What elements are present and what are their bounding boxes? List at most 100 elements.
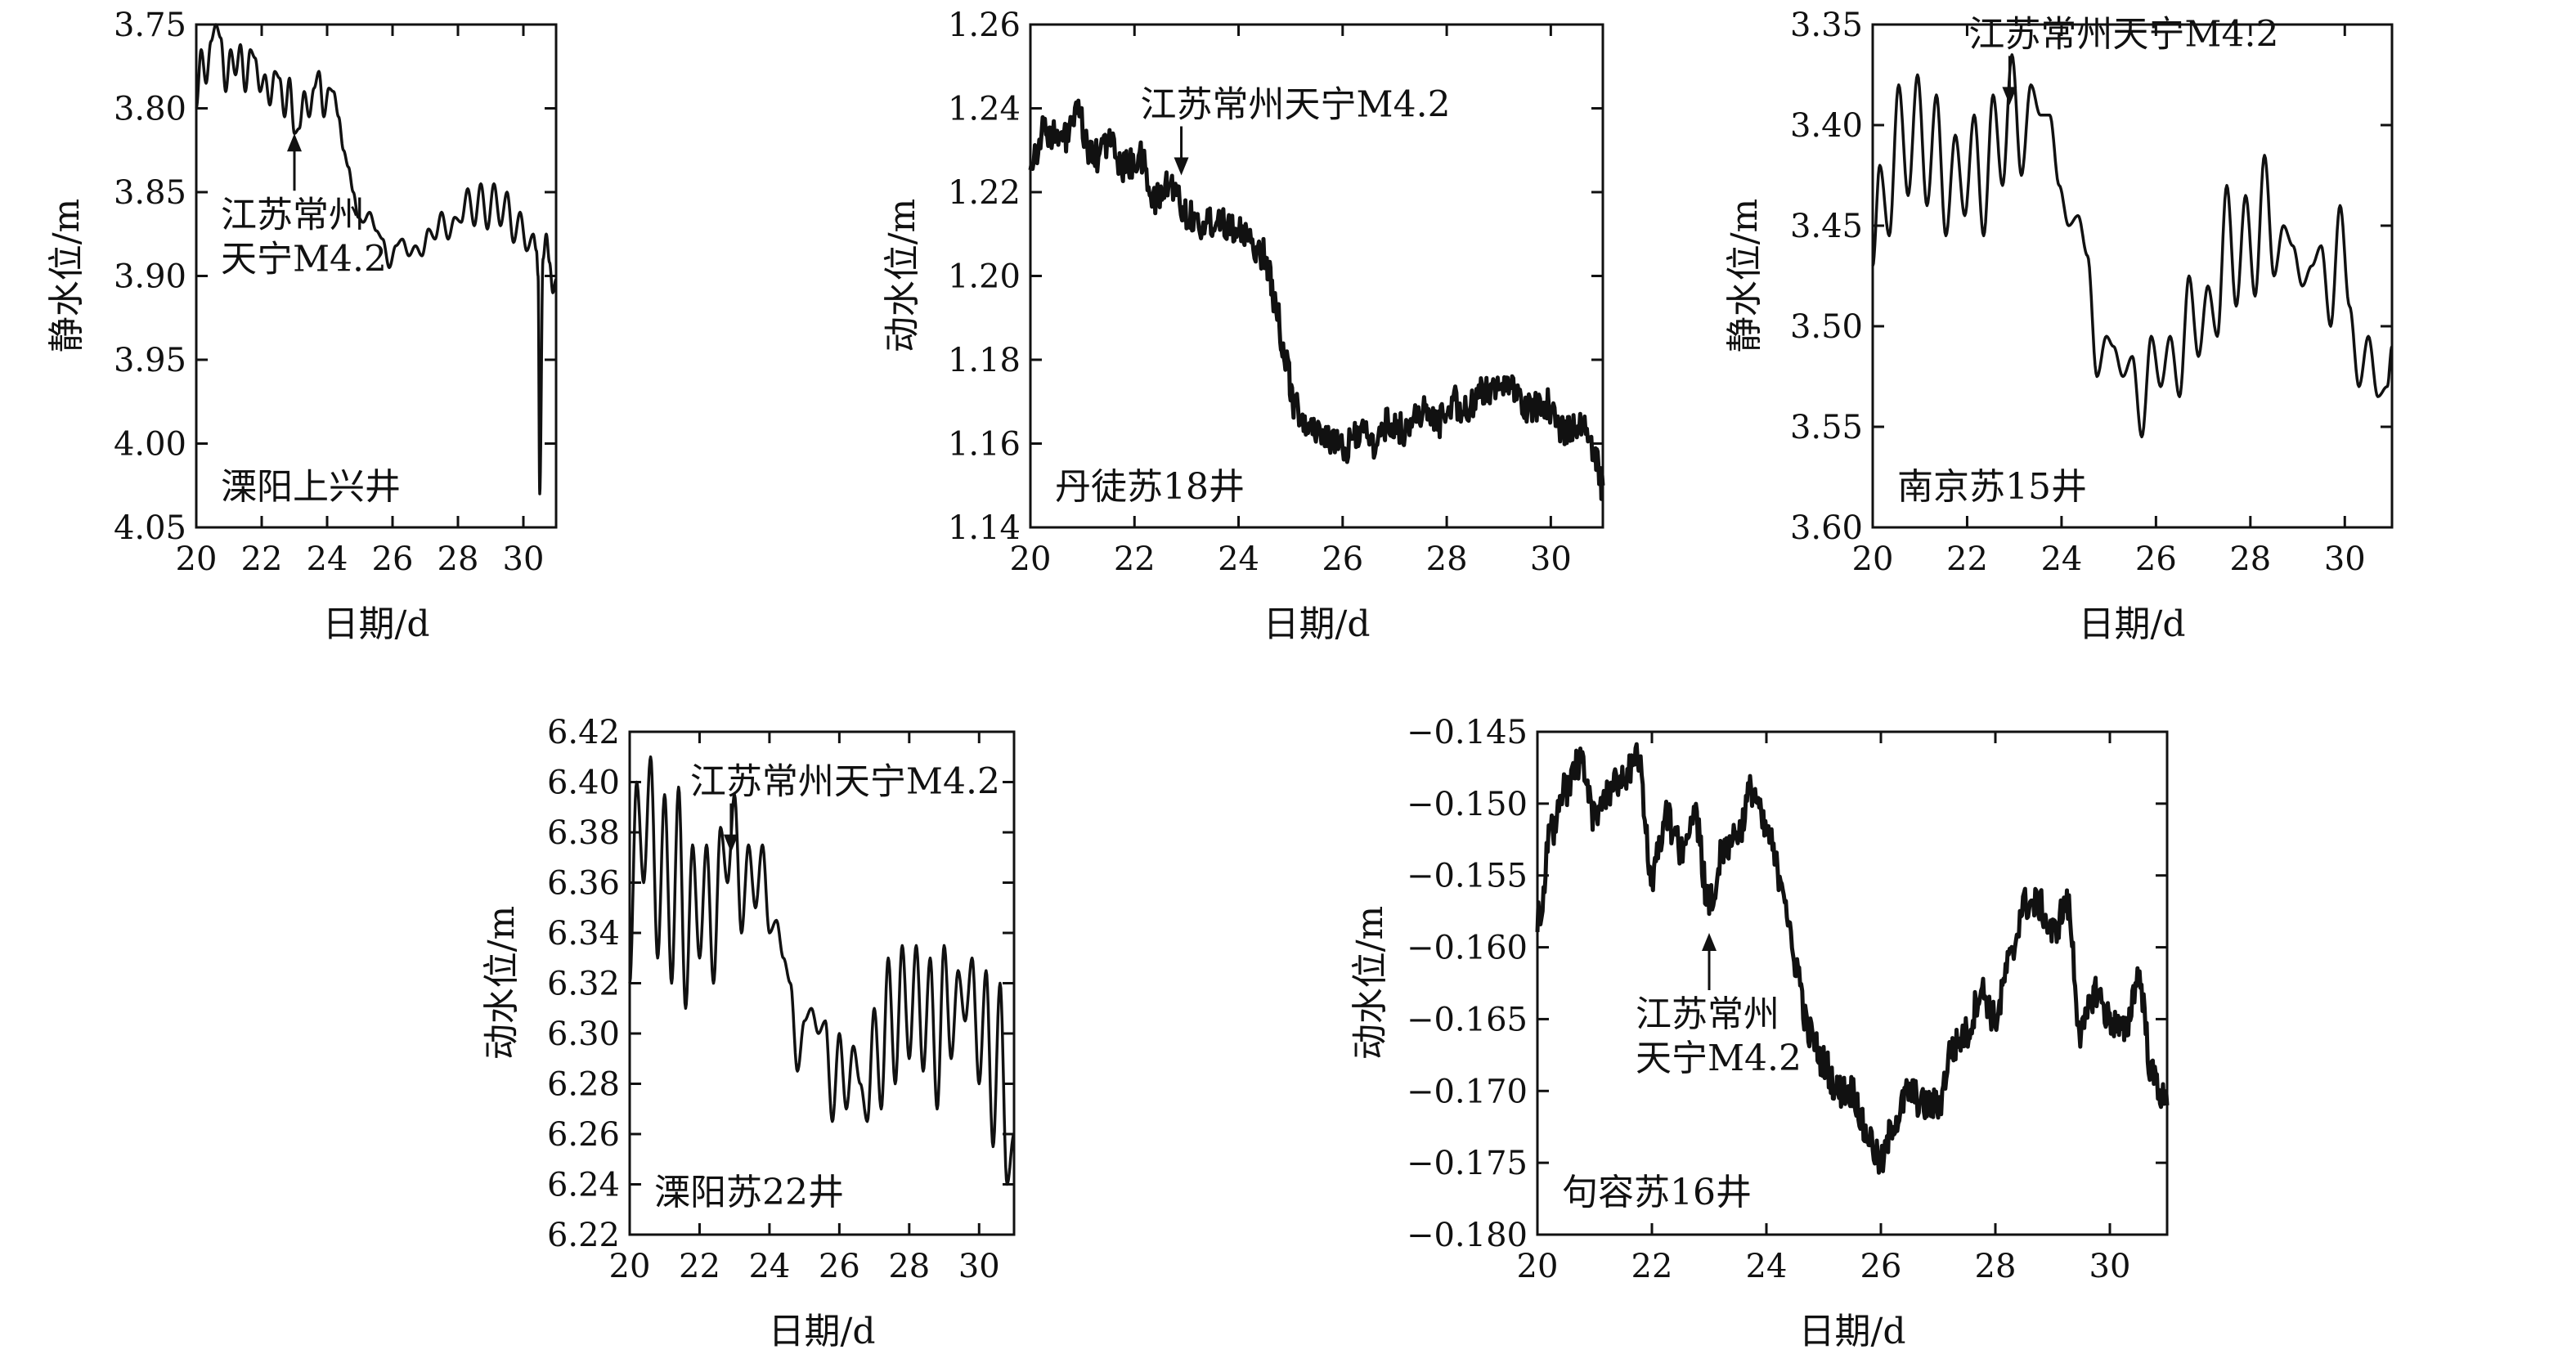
axis-y-ticks: 1.14 1.16 1.18 1.20 1.22 1.24 1.26 [948, 7, 1603, 547]
panel-e-y-label: 动水位/m [1349, 906, 1391, 1060]
series-group [195, 23, 558, 495]
x-tick-label: 26 [1860, 1248, 1902, 1285]
annotation-arrow-head [1174, 157, 1189, 176]
x-tick-label: 22 [1631, 1248, 1673, 1285]
y-tick-label: 6.22 [547, 1217, 620, 1254]
y-tick-label: 1.24 [948, 91, 1021, 128]
chart-panel-b: 1.14 1.16 1.18 1.20 1.22 1.24 1.26 20 22 24 26 28 3… [882, 7, 1605, 645]
axis-y-ticks: 6.22 6.24 6.26 6.28 6.30 6.32 6.34 6.36 6.38 6.40… [547, 714, 1014, 1254]
panel-a-well-name: 溧阳上兴井 [221, 466, 401, 508]
series-line [628, 755, 1016, 1186]
x-tick-label: 20 [609, 1248, 651, 1285]
x-tick-label: 28 [2229, 540, 2271, 578]
annotation-label: 江苏常州 [221, 194, 365, 235]
annotation-label: 江苏常州天宁M4.2 [690, 761, 1000, 803]
y-tick-label: 4.05 [114, 509, 186, 547]
annotation-group: 江苏常州天宁M4.2 [690, 761, 1000, 853]
x-tick-label: 24 [748, 1248, 790, 1285]
x-tick-label: 22 [1114, 540, 1156, 578]
y-tick-label: 3.40 [1790, 107, 1863, 145]
axis-y-ticks: 3.75 3.80 3.85 3.90 3.95 4.00 4.05 [114, 7, 556, 547]
annotation-label: 江苏常州天宁M4.2 [1968, 13, 2278, 55]
panel-c-y-label: 静水位/m [1724, 199, 1766, 353]
x-tick-label: 24 [307, 540, 348, 578]
series-line [1871, 53, 2394, 439]
x-tick-label: 28 [1975, 1248, 2017, 1285]
y-tick-label: 3.35 [1790, 7, 1863, 44]
panel-c-x-label: 日期/d [2079, 603, 2186, 645]
annotation-arrow-head [1702, 933, 1717, 951]
y-tick-label: 3.60 [1790, 509, 1863, 547]
y-tick-label: 3.75 [114, 7, 186, 44]
x-tick-label: 24 [2040, 540, 2082, 578]
y-tick-label: 1.20 [948, 258, 1021, 296]
annotation-arrow-head [723, 834, 738, 853]
x-tick-label: 28 [438, 540, 479, 578]
y-tick-label: −0.180 [1407, 1217, 1528, 1254]
annotation-group: 江苏常州天宁M4.2 [1636, 933, 1802, 1079]
y-tick-label: 4.00 [114, 426, 186, 464]
plot-frame [1536, 730, 2169, 1236]
y-tick-label: 6.26 [547, 1116, 620, 1154]
y-tick-label: −0.160 [1407, 930, 1528, 967]
y-tick-label: −0.170 [1407, 1073, 1528, 1110]
series-group [1535, 742, 2170, 1175]
y-tick-label: 3.45 [1790, 208, 1863, 245]
panel-e-x-label: 日期/d [1799, 1311, 1906, 1352]
y-tick-label: 1.26 [948, 7, 1021, 44]
y-tick-label: −0.175 [1407, 1145, 1528, 1182]
plot-frame [628, 730, 1016, 1236]
annotation-label: 江苏常州天宁M4.2 [1141, 84, 1451, 126]
x-tick-label: 26 [1322, 540, 1363, 578]
panel-d-well-name: 溧阳苏22井 [654, 1172, 844, 1213]
y-tick-label: −0.150 [1407, 786, 1528, 823]
plot-frame [195, 23, 558, 529]
panel-d-y-label: 动水位/m [481, 906, 523, 1060]
x-tick-label: 20 [1517, 1248, 1559, 1285]
panel-a-y-label: 静水位/m [46, 199, 88, 353]
plot-frame [1029, 23, 1604, 529]
y-tick-label: −0.165 [1407, 1001, 1528, 1038]
x-tick-label: 30 [958, 1248, 1000, 1285]
annotation-label: 天宁M4.2 [221, 238, 387, 280]
panel-d-x-label: 日期/d [769, 1311, 876, 1352]
y-tick-label: 6.34 [547, 915, 620, 953]
series-line [1535, 742, 2170, 1175]
annotation-arrow-head [2002, 87, 2017, 105]
axis-x-ticks: 20 22 24 26 28 30 [176, 25, 544, 578]
y-tick-label: −0.155 [1407, 858, 1528, 895]
y-tick-label: 6.42 [547, 714, 620, 751]
panel-b-y-label: 动水位/m [882, 199, 923, 353]
y-tick-label: 6.28 [547, 1066, 620, 1104]
axis-x-ticks: 20 22 24 26 28 30 [1517, 732, 2130, 1285]
y-tick-label: 3.80 [114, 91, 186, 128]
y-tick-label: 6.30 [547, 1016, 620, 1053]
plot-frame [1871, 23, 2394, 529]
x-tick-label: 24 [1746, 1248, 1788, 1285]
y-tick-label: 3.85 [114, 174, 186, 212]
y-tick-label: 3.55 [1790, 409, 1863, 446]
y-tick-label: 3.95 [114, 342, 186, 379]
x-tick-label: 22 [1946, 540, 1988, 578]
annotation-label: 天宁M4.2 [1636, 1038, 1802, 1079]
x-tick-label: 28 [1426, 540, 1468, 578]
y-tick-label: 6.32 [547, 966, 620, 1003]
chart-panel-d: 6.22 6.24 6.26 6.28 6.30 6.32 6.34 6.36 6.38 6.40… [481, 714, 1016, 1352]
axis-y-ticks: 3.35 3.40 3.45 3.50 3.55 3.60 [1790, 7, 2392, 547]
chart-panel-e: −0.180 −0.175 −0.170 −0.165 −0.160 −0.155 −0.1… [1349, 714, 2170, 1352]
y-tick-label: 6.24 [547, 1167, 620, 1204]
x-tick-label: 26 [2135, 540, 2177, 578]
y-tick-label: 6.36 [547, 865, 620, 903]
series-group [1028, 98, 1605, 501]
series-line [1028, 98, 1605, 501]
x-tick-label: 28 [888, 1248, 930, 1285]
annotation-group: 江苏常州天宁M4.2 [221, 133, 387, 280]
y-tick-label: 1.16 [948, 426, 1021, 464]
panel-b-x-label: 日期/d [1263, 603, 1371, 645]
series-group [628, 755, 1016, 1186]
annotation-group: 江苏常州天宁M4.2 [1141, 84, 1451, 176]
annotation-label: 江苏常州 [1636, 993, 1779, 1035]
axis-x-ticks: 20 22 24 26 28 30 [1010, 25, 1572, 578]
y-tick-label: 6.38 [547, 814, 620, 852]
annotation-arrow-head [287, 133, 302, 152]
